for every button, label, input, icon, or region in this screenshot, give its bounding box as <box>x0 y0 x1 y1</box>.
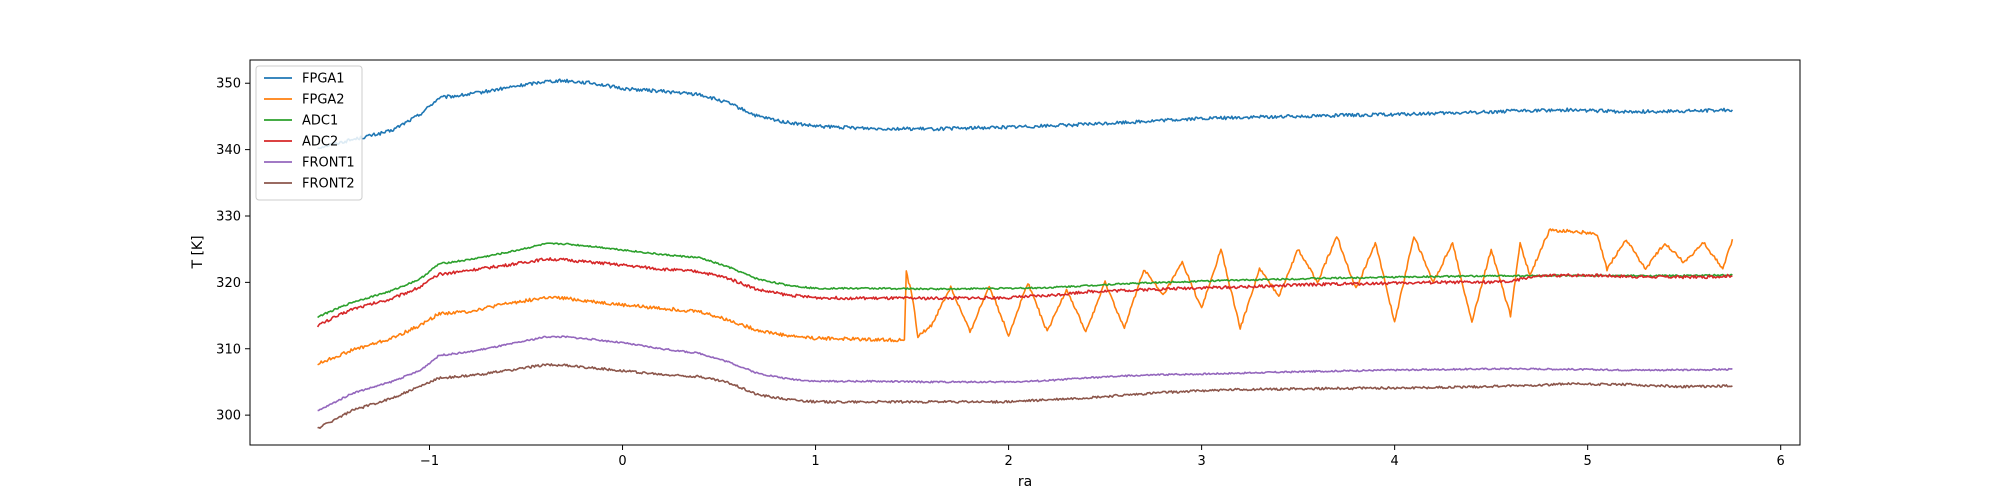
y-tick-label: 300 <box>216 409 241 424</box>
x-axis: −1 0 1 2 3 4 5 6 <box>420 445 1785 469</box>
y-axis-label: T [K] <box>190 235 206 269</box>
series-line-adc1 <box>317 242 1733 319</box>
x-tick-label: 1 <box>811 454 819 469</box>
plot-area <box>250 60 1800 445</box>
series-layer <box>316 78 1734 430</box>
y-tick-label: 320 <box>216 276 241 291</box>
x-tick-label: 6 <box>1777 454 1785 469</box>
y-axis: 300 310 320 330 340 350 <box>216 77 250 424</box>
legend-label: FRONT1 <box>302 156 355 171</box>
series-line-front2 <box>317 363 1733 430</box>
legend-label: ADC2 <box>302 135 338 150</box>
x-axis-label: ra <box>1018 474 1032 490</box>
series-line-fpga2 <box>317 228 1734 366</box>
y-tick-label: 350 <box>216 77 241 92</box>
x-tick-label: 2 <box>1004 454 1012 469</box>
x-tick-label: 3 <box>1197 454 1205 469</box>
x-tick-label: 5 <box>1584 454 1592 469</box>
x-tick-label: −1 <box>420 454 439 469</box>
plot-frame <box>249 59 1801 446</box>
legend-label: FPGA2 <box>302 93 345 108</box>
legend-label: ADC1 <box>302 114 338 129</box>
y-tick-label: 310 <box>216 342 241 357</box>
series-line-fpga1 <box>317 78 1734 150</box>
x-tick-label: 4 <box>1391 454 1399 469</box>
x-tick-label: 0 <box>618 454 626 469</box>
series-line-front1 <box>317 335 1733 412</box>
legend-label: FRONT2 <box>302 177 355 192</box>
y-tick-label: 330 <box>216 209 241 224</box>
series-line-adc2 <box>316 257 1733 328</box>
legend-label: FPGA1 <box>302 72 345 87</box>
y-tick-label: 340 <box>216 143 241 158</box>
legend: FPGA1 FPGA2 ADC1 ADC2 FRONT1 FRONT2 <box>255 65 363 201</box>
